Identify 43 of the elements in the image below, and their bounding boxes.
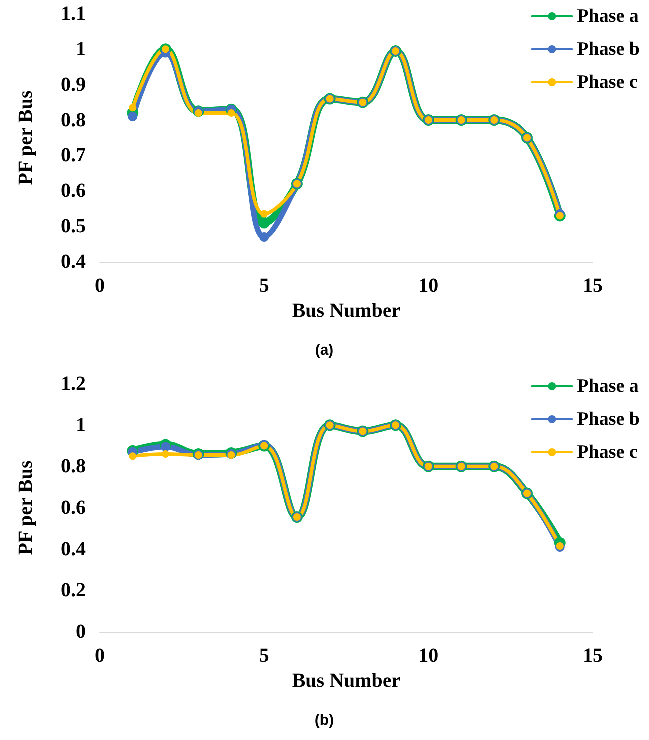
point <box>129 452 137 460</box>
y-tick-label: 0.2 <box>61 580 86 602</box>
y-tick-label: 1.1 <box>61 3 86 25</box>
legend-label: Phase c <box>577 442 638 463</box>
x-tick-label: 5 <box>259 645 270 667</box>
point <box>160 442 170 452</box>
point <box>128 112 138 122</box>
x-tick-label: 10 <box>418 275 439 297</box>
y-tick-label: 0.8 <box>61 456 86 478</box>
y-axis-title: PF per Bus <box>15 90 37 186</box>
x-tick-label: 5 <box>259 275 270 297</box>
y-tick-label: 0.6 <box>61 497 86 519</box>
y-tick-label: 1 <box>76 414 86 436</box>
text: (a) <box>314 342 335 359</box>
x-tick-label: 0 <box>95 645 105 667</box>
y-tick-label: 0.9 <box>61 74 86 96</box>
y-tick-label: 0 <box>76 621 86 643</box>
point <box>162 450 170 458</box>
legend-label: Phase b <box>577 409 640 430</box>
y-tick-label: 0.7 <box>61 144 86 167</box>
x-tick-label: 0 <box>95 275 105 297</box>
point <box>129 104 137 112</box>
x-axis-title: Bus Number <box>292 670 401 692</box>
y-axis-title: PF per Bus <box>15 460 37 556</box>
y-tick-label: 0.4 <box>61 538 86 560</box>
x-tick-label: 15 <box>583 645 603 667</box>
text: (b) <box>314 712 336 729</box>
legend-label: Phase a <box>577 376 640 397</box>
point <box>258 217 270 229</box>
y-tick-label: 1 <box>76 38 86 60</box>
y-tick-label: 0.5 <box>61 216 86 238</box>
x-tick-label: 10 <box>418 645 439 667</box>
legend-label: Phase c <box>577 72 638 93</box>
point <box>260 232 270 242</box>
legend-label: Phase b <box>577 39 640 60</box>
legend-label: Phase a <box>577 6 640 27</box>
y-tick-label: 0.6 <box>61 180 86 202</box>
y-tick-label: 0.4 <box>61 251 86 273</box>
x-axis-title: Bus Number <box>292 300 401 322</box>
x-tick-label: 15 <box>583 275 603 297</box>
y-tick-label: 0.8 <box>61 109 86 132</box>
point <box>260 210 268 218</box>
y-tick-label: 1.2 <box>61 373 86 395</box>
